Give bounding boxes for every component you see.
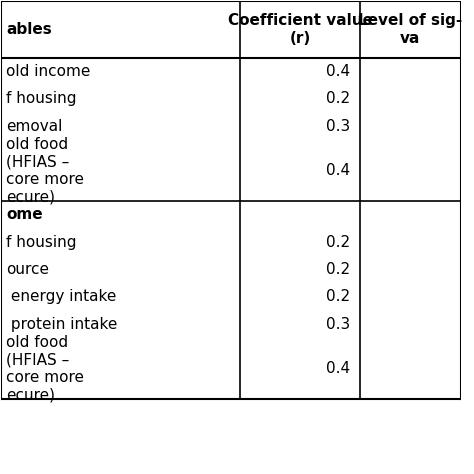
Text: ables: ables (6, 22, 52, 37)
Text: 0.4: 0.4 (327, 361, 351, 376)
Text: Level of sig-
va: Level of sig- va (358, 13, 463, 46)
Text: energy intake: energy intake (6, 289, 116, 304)
Text: f housing: f housing (6, 91, 76, 107)
Text: 0.4: 0.4 (327, 64, 351, 79)
Text: 0.2: 0.2 (327, 262, 351, 277)
Text: 0.4: 0.4 (327, 163, 351, 178)
Text: 0.2: 0.2 (327, 235, 351, 250)
Text: f housing: f housing (6, 235, 76, 250)
Text: old food
(HFIAS –
core more
ecure): old food (HFIAS – core more ecure) (6, 335, 84, 402)
Text: 0.2: 0.2 (327, 289, 351, 304)
Text: old food
(HFIAS –
core more
ecure): old food (HFIAS – core more ecure) (6, 137, 84, 204)
Text: protein intake: protein intake (6, 317, 118, 332)
Text: 0.3: 0.3 (327, 119, 351, 134)
Text: 0.3: 0.3 (327, 317, 351, 332)
Text: ource: ource (6, 262, 49, 277)
Text: old income: old income (6, 64, 91, 79)
Text: 0.2: 0.2 (327, 91, 351, 107)
Text: ome: ome (6, 207, 43, 222)
Text: Coefficient value
(r): Coefficient value (r) (228, 13, 373, 46)
Text: emoval: emoval (6, 119, 63, 134)
